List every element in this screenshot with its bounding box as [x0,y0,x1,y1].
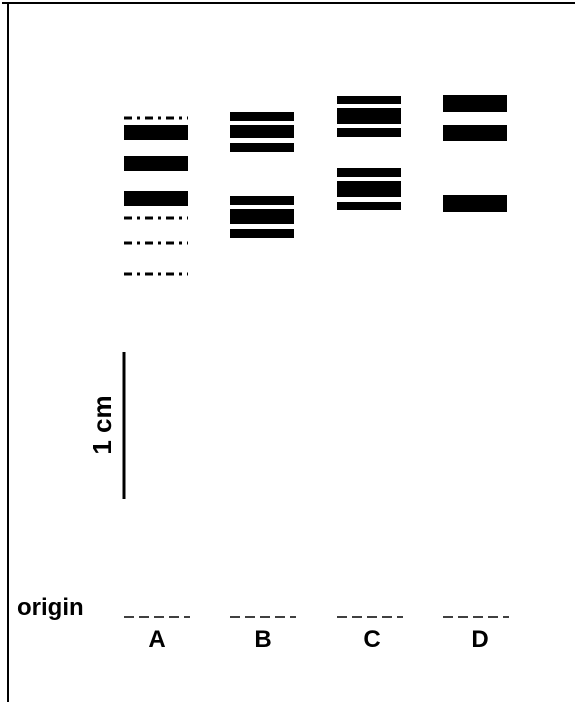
lane-c-label: C [363,626,380,653]
scale-bar: 1 cm [87,352,126,499]
lane-a-band-2 [124,156,188,171]
lane-b-label: B [254,626,271,653]
lane-c-band-3 [337,128,401,137]
lane-d-band-1 [443,95,507,112]
lane-d-label: D [471,626,488,653]
lane-b [230,112,294,238]
lane-d-band-3 [443,195,507,212]
lane-c-band-1 [337,96,401,104]
lane-c-band-6 [337,202,401,210]
lane-c [337,96,401,210]
lane-b-band-1 [230,112,294,121]
lane-d [443,95,507,212]
lane-c-band-4 [337,168,401,177]
lane-a-band-3 [124,191,188,206]
scale-bar-label: 1 cm [87,395,117,454]
lane-c-band-2 [337,108,401,124]
lane-a [124,116,188,276]
lane-a-label: A [148,626,165,653]
lane-b-band-5 [230,209,294,224]
lane-b-band-2 [230,125,294,138]
origin-row: origin [17,594,509,621]
lane-b-band-4 [230,196,294,205]
lane-c-band-5 [337,181,401,197]
lane-a-band-1 [124,125,188,140]
origin-label: origin [17,594,84,621]
lane-d-band-2 [443,125,507,141]
lane-b-band-3 [230,143,294,152]
lane-b-band-6 [230,229,294,238]
